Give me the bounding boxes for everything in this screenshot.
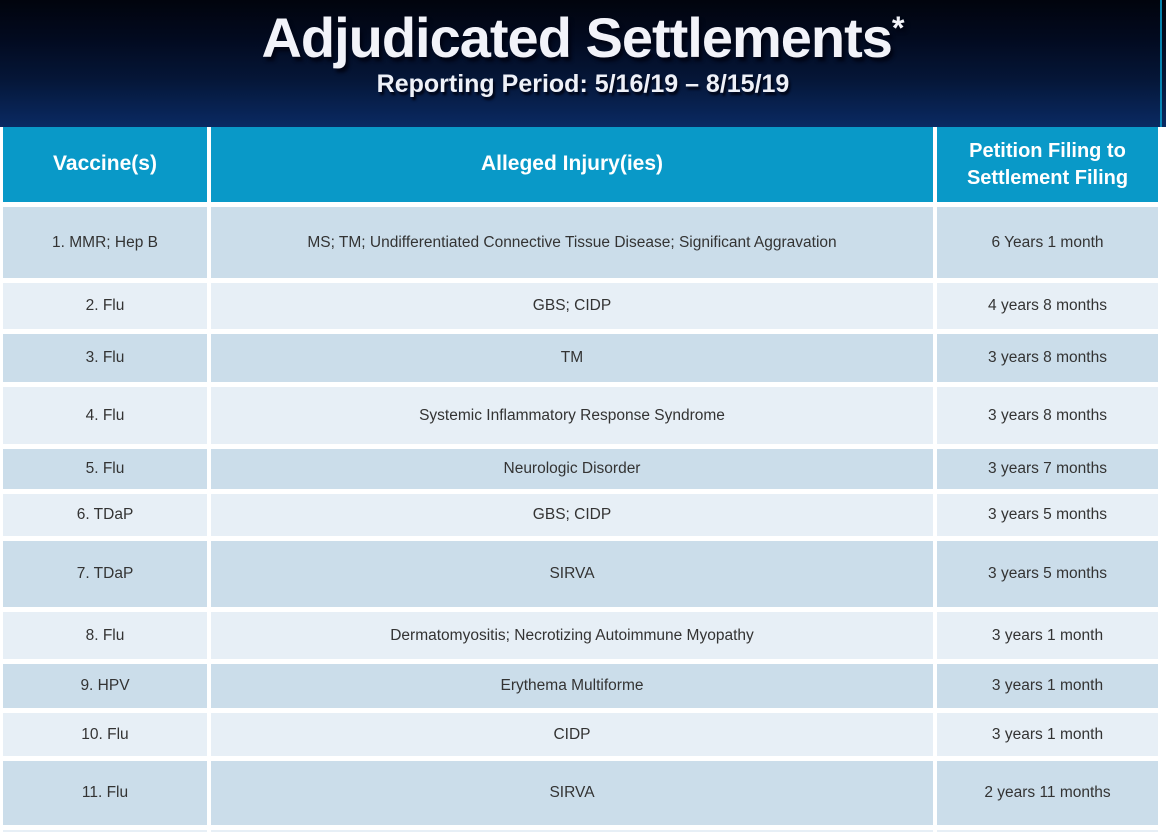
slide-title-asterisk: *: [891, 10, 905, 46]
table-row: 1. MMR; Hep B MS; TM; Undifferentiated C…: [3, 207, 1158, 278]
cell-vaccine: 1. MMR; Hep B: [3, 207, 207, 278]
table-row: 5. Flu Neurologic Disorder 3 years 7 mon…: [3, 449, 1158, 489]
cell-vaccine: 4. Flu: [3, 387, 207, 444]
table-row-partial: [3, 830, 1158, 832]
cell-injury: MS; TM; Undifferentiated Connective Tiss…: [211, 207, 933, 278]
table-row: 11. Flu SIRVA 2 years 11 months: [3, 761, 1158, 825]
column-header-vaccine: Vaccine(s): [3, 127, 207, 202]
cell-injury: Systemic Inflammatory Response Syndrome: [211, 387, 933, 444]
cell-duration: 3 years 7 months: [937, 449, 1158, 489]
slide-title-text: Adjudicated Settlements: [261, 6, 892, 69]
slide-title: Adjudicated Settlements*: [0, 0, 1166, 70]
cell-duration: 3 years 1 month: [937, 664, 1158, 708]
cell-duration: 2 years 11 months: [937, 761, 1158, 825]
cell-injury: TM: [211, 334, 933, 382]
partial-cell: [211, 830, 933, 832]
table-header-row: Vaccine(s) Alleged Injury(ies) Petition …: [3, 127, 1158, 202]
cell-vaccine: 6. TDaP: [3, 494, 207, 536]
cell-injury: Dermatomyositis; Necrotizing Autoimmune …: [211, 612, 933, 659]
cell-duration: 3 years 1 month: [937, 713, 1158, 756]
cell-injury: Neurologic Disorder: [211, 449, 933, 489]
slide-subtitle: Reporting Period: 5/16/19 – 8/15/19: [376, 70, 790, 99]
table-row: 7. TDaP SIRVA 3 years 5 months: [3, 541, 1158, 607]
cell-vaccine: 3. Flu: [3, 334, 207, 382]
table-row: 6. TDaP GBS; CIDP 3 years 5 months: [3, 494, 1158, 536]
column-header-injury: Alleged Injury(ies): [211, 127, 933, 202]
cell-duration: 3 years 8 months: [937, 387, 1158, 444]
cell-duration: 3 years 5 months: [937, 541, 1158, 607]
table-row: 3. Flu TM 3 years 8 months: [3, 334, 1158, 382]
partial-cell: [937, 830, 1158, 832]
cell-injury: SIRVA: [211, 541, 933, 607]
cell-duration: 3 years 8 months: [937, 334, 1158, 382]
table-row: 8. Flu Dermatomyositis; Necrotizing Auto…: [3, 612, 1158, 659]
slide-header: Adjudicated Settlements* Reporting Perio…: [0, 0, 1166, 127]
table-row: 9. HPV Erythema Multiforme 3 years 1 mon…: [3, 664, 1158, 708]
cell-duration: 6 Years 1 month: [937, 207, 1158, 278]
cell-injury: GBS; CIDP: [211, 494, 933, 536]
cell-vaccine: 8. Flu: [3, 612, 207, 659]
cell-vaccine: 2. Flu: [3, 283, 207, 329]
cell-duration: 3 years 5 months: [937, 494, 1158, 536]
table-row: 4. Flu Systemic Inflammatory Response Sy…: [3, 387, 1158, 444]
settlements-table: Vaccine(s) Alleged Injury(ies) Petition …: [3, 127, 1158, 832]
cell-vaccine: 10. Flu: [3, 713, 207, 756]
cell-duration: 3 years 1 month: [937, 612, 1158, 659]
cell-injury: GBS; CIDP: [211, 283, 933, 329]
cell-vaccine: 7. TDaP: [3, 541, 207, 607]
partial-cell: [3, 830, 207, 832]
cell-duration: 4 years 8 months: [937, 283, 1158, 329]
column-header-duration: Petition Filing to Settlement Filing: [937, 127, 1158, 202]
table-row: 10. Flu CIDP 3 years 1 month: [3, 713, 1158, 756]
table-row: 2. Flu GBS; CIDP 4 years 8 months: [3, 283, 1158, 329]
table-body: 1. MMR; Hep B MS; TM; Undifferentiated C…: [3, 207, 1158, 825]
cell-vaccine: 11. Flu: [3, 761, 207, 825]
cell-injury: Erythema Multiforme: [211, 664, 933, 708]
cell-injury: SIRVA: [211, 761, 933, 825]
cell-vaccine: 5. Flu: [3, 449, 207, 489]
cell-injury: CIDP: [211, 713, 933, 756]
cell-vaccine: 9. HPV: [3, 664, 207, 708]
